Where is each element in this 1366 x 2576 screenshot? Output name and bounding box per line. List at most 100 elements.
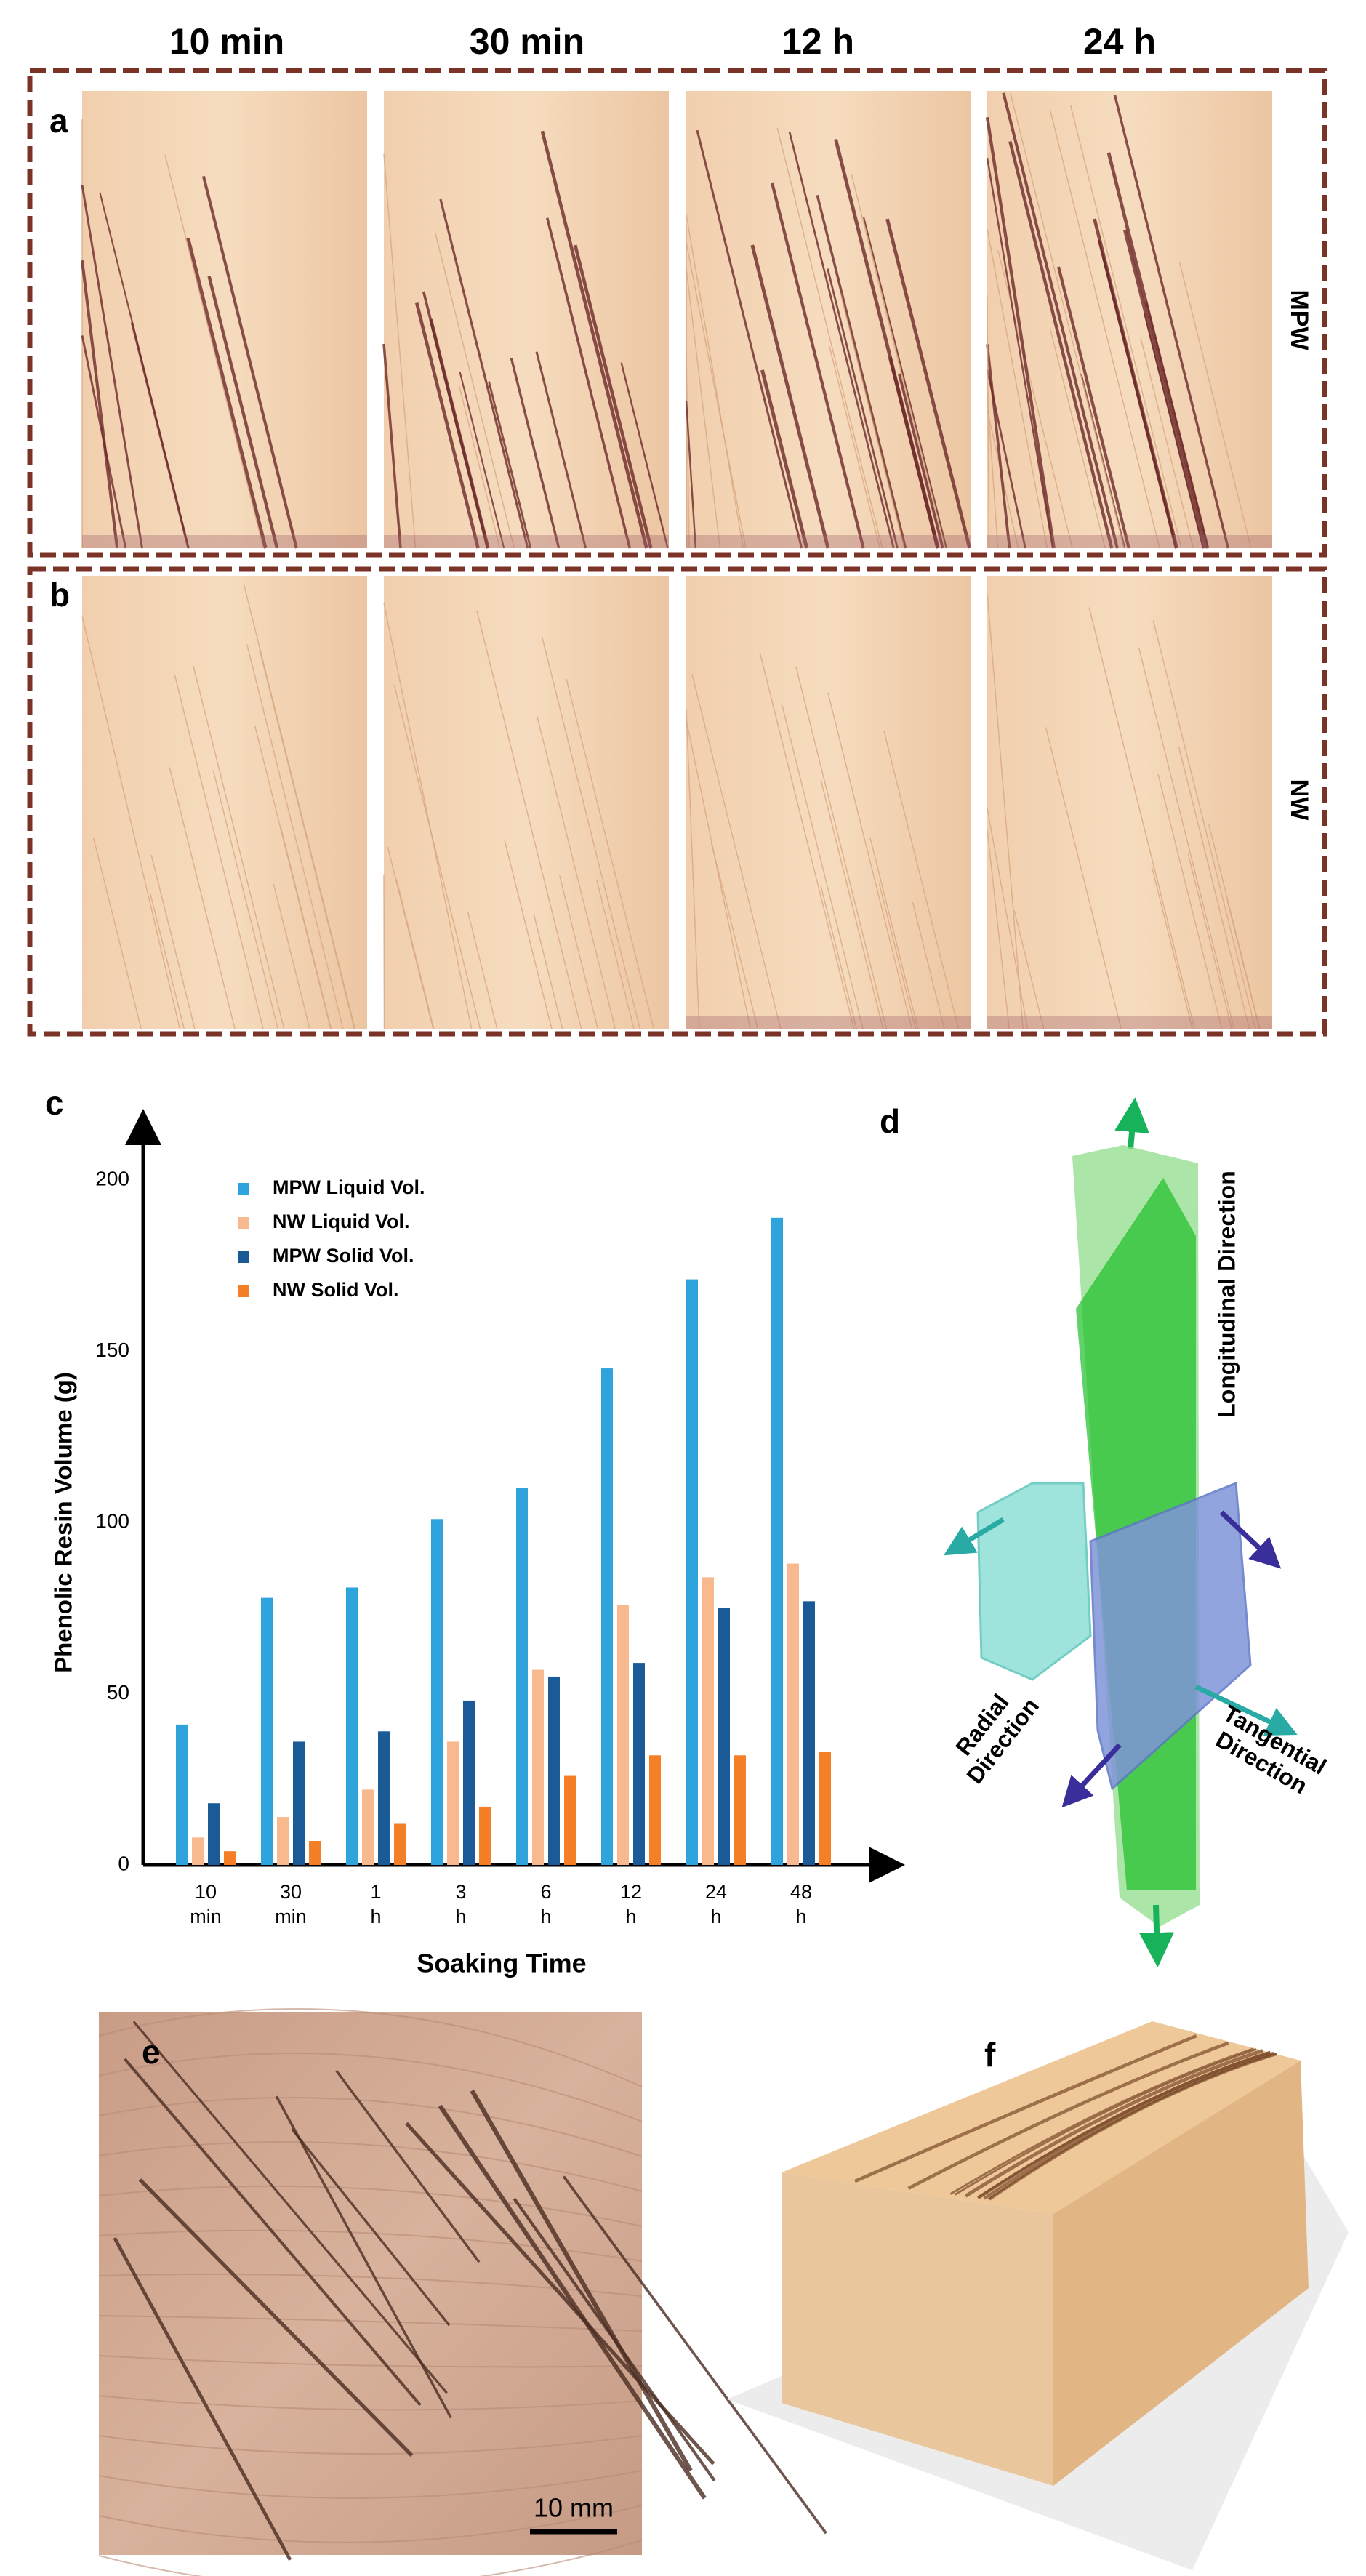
wood-streak [566, 678, 655, 1030]
wood-streak [1049, 109, 1160, 549]
grain [954, 2048, 1257, 2196]
wood-streak [383, 153, 417, 549]
wood-streak [1151, 866, 1193, 1030]
wood-streak [987, 808, 1029, 1030]
wood-streak [1113, 95, 1229, 549]
bar [548, 1676, 560, 1865]
ring [98, 2315, 643, 2332]
wood-streak [504, 840, 553, 1030]
x-tick-label: 24 h [704, 1881, 728, 1927]
wood-streak [174, 675, 264, 1030]
grain [854, 2034, 1197, 2183]
ring [98, 2185, 643, 2227]
panel-frame [27, 566, 1327, 1037]
column-header: 24 h [1083, 21, 1156, 62]
y-axis-title: Phenolic Resin Volume (g) [50, 1372, 77, 1673]
wood-streak [1145, 300, 1209, 549]
wood-streak [81, 185, 144, 549]
wood-streak [467, 912, 498, 1030]
wood-streak [533, 914, 563, 1030]
y-tick-label: 50 [107, 1681, 129, 1704]
bar [447, 1741, 459, 1865]
photo [82, 91, 367, 548]
wood-streak [878, 883, 917, 1030]
bar [787, 1563, 799, 1865]
wood-streak [212, 770, 278, 1030]
wood-streak [81, 335, 127, 549]
wood-streak [1010, 92, 1125, 549]
legend-swatch [238, 1251, 249, 1263]
bar [293, 1741, 305, 1865]
bar [771, 1217, 783, 1865]
stain [987, 1016, 1272, 1029]
wood-streak [987, 593, 1024, 1030]
wood-streak [149, 892, 185, 1030]
bar [208, 1803, 220, 1865]
wood-streak [1208, 824, 1261, 1030]
bar [617, 1605, 629, 1865]
wood-streak [92, 838, 142, 1030]
arrow [1061, 1743, 1122, 1808]
crack [513, 2197, 716, 2482]
wood-streak [1057, 266, 1130, 549]
wood-streak [1138, 647, 1235, 1030]
wood-streak [382, 343, 402, 549]
bar [819, 1752, 831, 1865]
ring [98, 2008, 643, 2087]
wood-streak [686, 242, 747, 549]
x-tick-label: 48 h [790, 1881, 813, 1927]
wood-streak [1152, 620, 1256, 1030]
wood-streak [771, 182, 865, 549]
grain [907, 2041, 1229, 2190]
chart: Phenolic Resin Volume (g) Soaking Time 0… [50, 1109, 905, 1978]
bar [224, 1851, 236, 1865]
stain [987, 535, 1272, 548]
legend-label: MPW Liquid Vol. [273, 1176, 425, 1198]
wood-streak [795, 667, 888, 1030]
bar [463, 1700, 475, 1865]
wood-streak [1157, 773, 1223, 1030]
direction-label: Tangential Direction [1211, 1699, 1331, 1799]
bar [346, 1587, 358, 1865]
wood-streak [1140, 337, 1194, 549]
legend-swatch [238, 1183, 249, 1195]
grain [976, 2051, 1271, 2199]
wood-streak [912, 901, 945, 1030]
wood-streak [686, 268, 721, 549]
wood-streak [186, 237, 268, 549]
crack [132, 2021, 448, 2394]
wood-streak [573, 244, 653, 549]
x-tick-label: 12 h [619, 1881, 643, 1927]
wood-streak [537, 715, 616, 1030]
wood-streak [387, 846, 434, 1030]
wood-streak [820, 779, 884, 1030]
wood-streak [246, 644, 344, 1030]
wood-streak [820, 885, 857, 1030]
wood-streak [691, 673, 782, 1030]
wood-streak [1069, 105, 1182, 549]
bar [532, 1669, 544, 1865]
wood-streak [869, 837, 919, 1030]
wood-streak [476, 611, 582, 1030]
scale-bar-label: 10 mm [534, 2493, 614, 2523]
wood-streak [788, 132, 895, 549]
arrow [1194, 1684, 1298, 1736]
wood-streak [1093, 218, 1178, 549]
bar [649, 1755, 661, 1865]
wood-streak [883, 731, 960, 1030]
wood-streak [987, 229, 1048, 549]
block-front [782, 2172, 1053, 2486]
bar [718, 1608, 730, 1865]
wood-streak [535, 351, 587, 549]
wood-streak [1045, 727, 1122, 1030]
bar [261, 1597, 273, 1865]
crack [335, 2070, 481, 2263]
wood-streak [1013, 909, 1045, 1030]
grain [949, 2047, 1254, 2195]
bar [431, 1519, 443, 1865]
y-tick-label: 200 [95, 1167, 129, 1189]
arrow [1139, 1904, 1175, 1967]
wood-streak [686, 719, 751, 1030]
bar [176, 1724, 188, 1865]
wood-streak [750, 244, 830, 549]
